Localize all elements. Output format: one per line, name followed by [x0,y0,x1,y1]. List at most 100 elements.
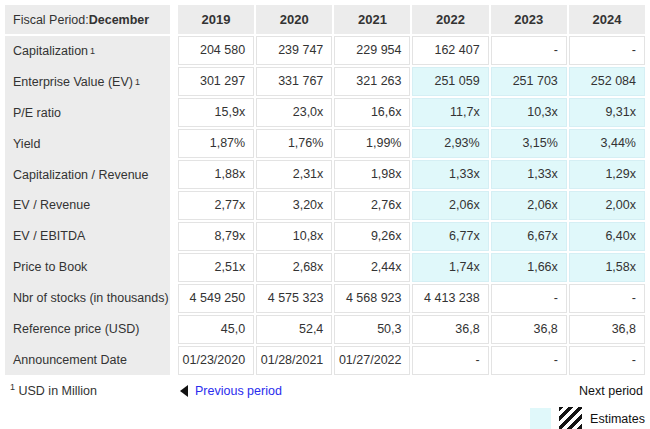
table-cell: 1,88x [178,160,254,189]
usd-in-million-note: 1 USD in Million [5,384,170,398]
year-column-header: 2022 [412,5,488,34]
year-column-header: 2023 [491,5,567,34]
estimate-cell: 1,33x [491,160,567,189]
fiscal-period-value: December [89,13,149,27]
footnote-text: USD in Million [15,384,97,398]
table-cell: 162 407 [412,36,488,65]
estimates-legend: Estimates [5,407,645,429]
previous-arrow-icon [180,385,188,397]
table-cell: 23,0x [256,98,332,127]
table-cell: 2,44x [334,253,410,282]
table-cell: 204 580 [178,36,254,65]
table-cell: 01/28/2021 [256,346,332,375]
valuation-table: Fiscal Period: December Capitalization1E… [5,5,645,375]
table-cell: 2,68x [256,253,332,282]
valuation-table-widget: Fiscal Period: December Capitalization1E… [0,0,650,429]
table-cell: - [491,284,567,313]
table-cell: 2,77x [178,191,254,220]
year-column-header: 2019 [178,5,254,34]
table-cell: - [412,346,488,375]
estimate-cell: 6,67x [491,222,567,251]
estimate-cell: 3,15% [491,129,567,158]
estimate-cell: 2,00x [569,191,645,220]
estimate-cell: 3,44% [569,129,645,158]
table-cell: 50,3 [334,315,410,344]
estimate-cell: 2,06x [491,191,567,220]
table-cell: - [569,346,645,375]
table-cell: 1,87% [178,129,254,158]
estimate-cell: 2,06x [412,191,488,220]
estimate-cell: 252 084 [569,67,645,96]
year-column-header: 2024 [569,5,645,34]
estimate-cell: 1,58x [569,253,645,282]
table-cell: - [491,346,567,375]
row-label: Capitalization1 [5,36,170,67]
row-label: Enterprise Value (EV)1 [5,67,170,98]
year-column-header: 2021 [334,5,410,34]
estimate-cell: 1,74x [412,253,488,282]
row-label: Price to Book [5,252,170,283]
table-cell: 1,99% [334,129,410,158]
row-label-column: Fiscal Period: December Capitalization1E… [5,5,170,375]
table-cell: 16,6x [334,98,410,127]
estimate-cell: 1,29x [569,160,645,189]
row-label: Announcement Date [5,344,170,375]
table-cell: 239 747 [256,36,332,65]
estimate-cell: 11,7x [412,98,488,127]
row-label: P/E ratio [5,98,170,129]
fiscal-period-label: Fiscal Period: [13,13,89,27]
table-cell: 2,51x [178,253,254,282]
table-cell: 1,76% [256,129,332,158]
estimate-cell: 251 703 [491,67,567,96]
table-cell: 331 767 [256,67,332,96]
estimates-label: Estimates [590,412,645,426]
data-grid: 201920202021202220232024204 580239 74722… [178,5,645,375]
table-cell: 1,98x [334,160,410,189]
estimate-cell: 1,66x [491,253,567,282]
estimate-cell: 10,3x [491,98,567,127]
table-cell: 8,79x [178,222,254,251]
fiscal-period-header: Fiscal Period: December [5,5,170,34]
estimate-cell: 251 059 [412,67,488,96]
previous-period-link[interactable]: Previous period [195,384,282,398]
table-cell: - [569,36,645,65]
table-cell: 52,4 [256,315,332,344]
table-cell: 4 413 238 [412,284,488,313]
row-label: Capitalization / Revenue [5,159,170,190]
next-period-link[interactable]: Next period [579,384,645,398]
previous-period-control[interactable]: Previous period [180,384,282,398]
row-label: Yield [5,128,170,159]
table-cell: 3,20x [256,191,332,220]
table-cell: 4 549 250 [178,284,254,313]
estimate-hatch-icon [559,407,582,429]
table-cell: 301 297 [178,67,254,96]
estimate-cell: 2,93% [412,129,488,158]
table-cell: 36,8 [412,315,488,344]
estimate-cell: 9,31x [569,98,645,127]
table-cell: 45,0 [178,315,254,344]
estimate-cell: 6,40x [569,222,645,251]
table-cell: 36,8 [569,315,645,344]
table-cell: 4 568 923 [334,284,410,313]
table-cell: 01/27/2022 [334,346,410,375]
row-labels: Capitalization1Enterprise Value (EV)1P/E… [5,36,170,375]
estimate-cell: 6,77x [412,222,488,251]
table-cell: 321 263 [334,67,410,96]
table-footer: 1 USD in Million Previous period Next pe… [5,384,645,398]
table-cell: 15,9x [178,98,254,127]
year-column-header: 2020 [256,5,332,34]
table-cell: 36,8 [491,315,567,344]
table-cell: 10,8x [256,222,332,251]
row-label: EV / EBITDA [5,221,170,252]
table-cell: 4 575 323 [256,284,332,313]
table-cell: - [569,284,645,313]
table-cell: 2,31x [256,160,332,189]
estimate-cell: 1,33x [412,160,488,189]
row-label: Reference price (USD) [5,313,170,344]
table-cell: 9,26x [334,222,410,251]
table-cell: 2,76x [334,191,410,220]
estimate-color-swatch [530,408,551,429]
row-label: EV / Revenue [5,190,170,221]
table-cell: 01/23/2020 [178,346,254,375]
table-cell: - [491,36,567,65]
